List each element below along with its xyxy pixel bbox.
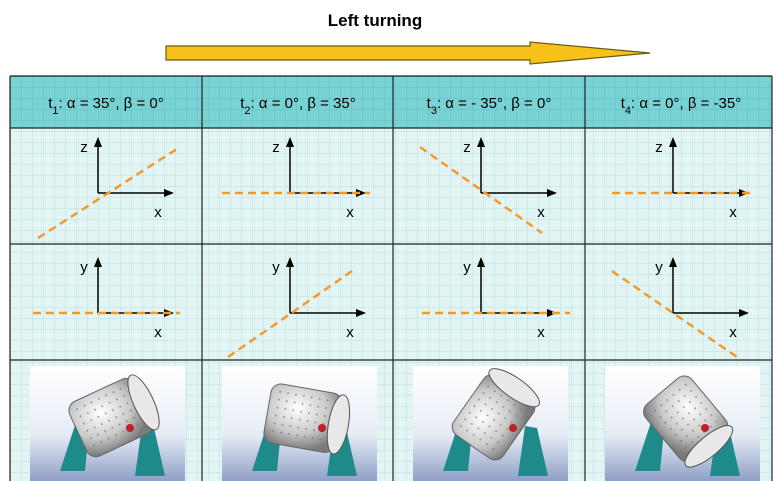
axis-label: z (272, 139, 280, 156)
header-rest: : α = 0°, β = 35° (251, 95, 356, 112)
axis-label: x (537, 324, 545, 341)
axis-label: z (655, 139, 663, 156)
header-rest: : α = 35°, β = 0° (59, 95, 164, 112)
hub (509, 424, 517, 432)
mixer-image (413, 362, 568, 481)
axis-label: y (80, 259, 88, 276)
axis-label: y (272, 259, 280, 276)
header-rest: : α = - 35°, β = 0° (437, 95, 551, 112)
diagram: Left turning t1: α = 35°, β = 0°zxyxt2: … (0, 0, 776, 481)
axis-label: x (346, 204, 354, 221)
axis-label: x (346, 324, 354, 341)
mixer-image (605, 366, 760, 481)
axis-label: z (463, 139, 471, 156)
hub (126, 424, 134, 432)
hub (701, 424, 709, 432)
axis-label: x (729, 324, 737, 341)
axis-label: x (729, 204, 737, 221)
mixer-image (30, 366, 185, 481)
axis-label: y (463, 259, 471, 276)
axis-label: y (655, 259, 663, 276)
hub (318, 424, 326, 432)
header-rest: : α = 0°, β = -35° (631, 95, 741, 112)
axis-label: x (537, 204, 545, 221)
axis-label: x (154, 324, 162, 341)
axis-label: z (80, 139, 88, 156)
title: Left turning (328, 11, 422, 30)
mixer-image (222, 366, 377, 481)
axis-label: x (154, 204, 162, 221)
direction-arrow (166, 42, 650, 64)
